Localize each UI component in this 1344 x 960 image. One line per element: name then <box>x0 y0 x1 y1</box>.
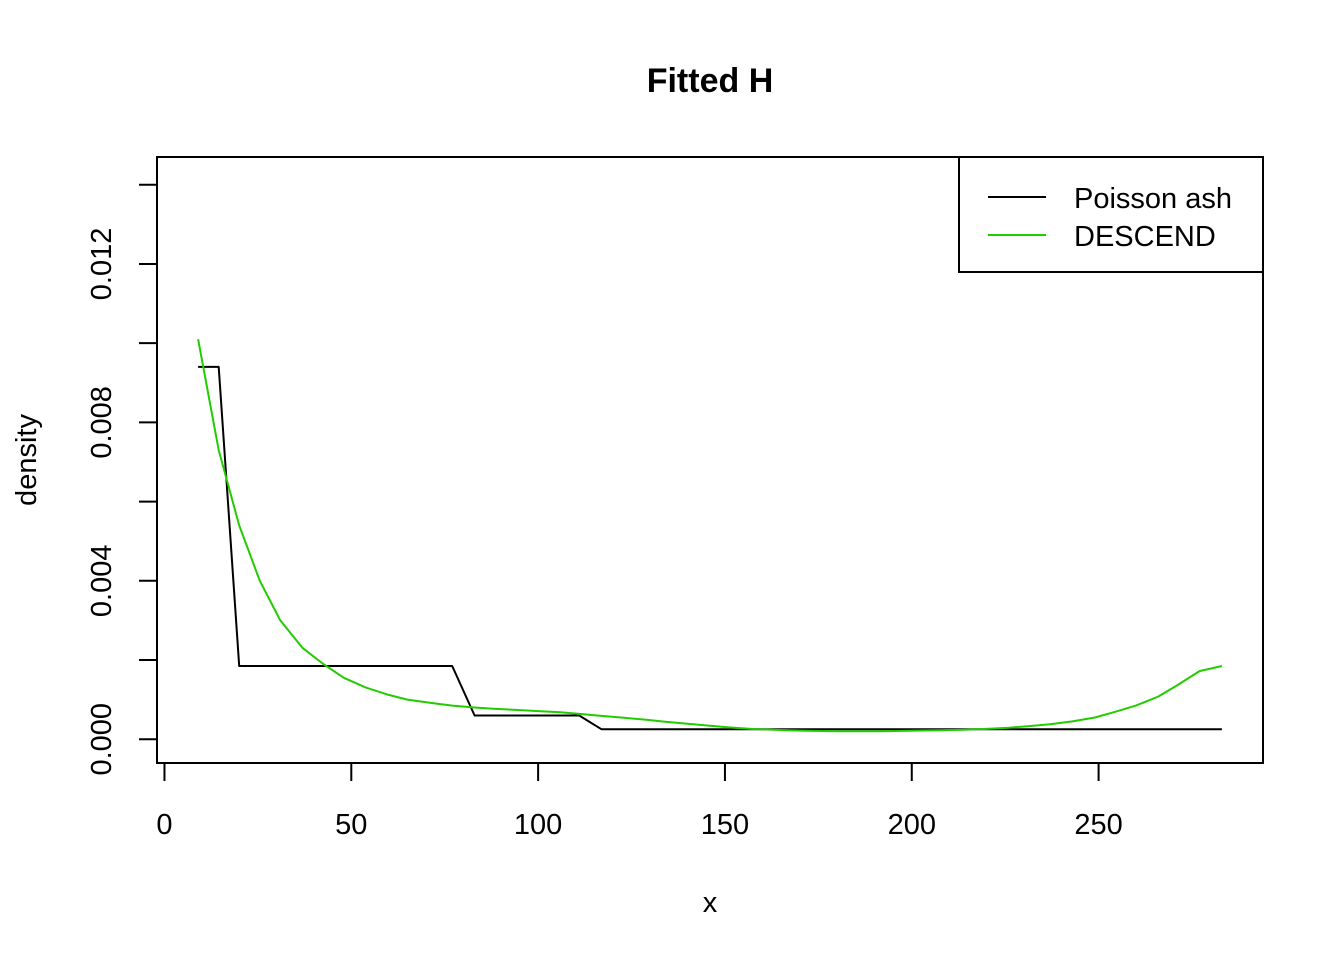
legend-label-poisson-ash: Poisson ash <box>1074 183 1232 215</box>
y-tick-label: 0.008 <box>86 386 118 459</box>
x-tick-label: 100 <box>514 809 562 841</box>
series-layer <box>197 339 1223 733</box>
x-tick-label: 200 <box>888 809 936 841</box>
legend: Poisson ash DESCEND <box>958 156 1264 273</box>
series-line-poisson-ash <box>198 365 1222 731</box>
x-axis-label: x <box>703 887 718 919</box>
chart-title: Fitted H <box>647 62 774 100</box>
x-tick-label: 250 <box>1074 809 1122 841</box>
y-tick-label: 0.004 <box>86 545 118 618</box>
x-axis: 0 50 100 150 200 250 <box>156 762 1123 841</box>
x-tick-label: 0 <box>156 809 172 841</box>
x-tick-label: 150 <box>701 809 749 841</box>
x-tick-label: 50 <box>335 809 367 841</box>
legend-label-descend: DESCEND <box>1074 221 1216 253</box>
y-axis: 0.000 0.004 0.008 0.012 <box>86 183 158 776</box>
y-tick-label: 0.000 <box>86 703 118 776</box>
y-axis-label: density <box>11 414 43 506</box>
legend-box <box>958 156 1264 273</box>
series-line-descend <box>197 339 1223 733</box>
y-tick-label: 0.012 <box>86 228 118 301</box>
